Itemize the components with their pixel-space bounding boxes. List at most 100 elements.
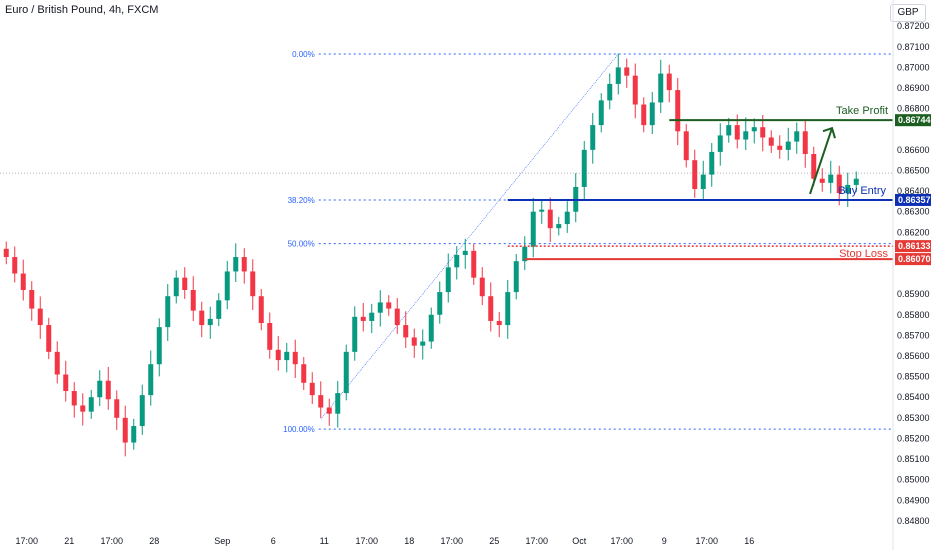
candle-body bbox=[63, 374, 69, 392]
price-tick-label: 0.86800 bbox=[897, 104, 930, 114]
time-tick-label: 17:00 bbox=[100, 536, 123, 546]
price-tick-label: 0.85900 bbox=[897, 289, 930, 299]
candle-body bbox=[547, 209, 553, 229]
time-tick-label: 11 bbox=[320, 536, 329, 546]
candle-body bbox=[80, 405, 86, 412]
candle-body bbox=[513, 261, 519, 293]
candle-body bbox=[845, 184, 851, 194]
time-tick-label: Sep bbox=[214, 536, 230, 546]
fib-level-label: 100.00% bbox=[283, 425, 315, 434]
candle-body bbox=[666, 73, 672, 91]
candle-body bbox=[709, 151, 715, 175]
stop-loss-lower-tag bbox=[895, 253, 931, 266]
candle-body bbox=[54, 351, 60, 375]
candle-body bbox=[403, 325, 409, 338]
candle-body bbox=[437, 292, 443, 315]
time-tick-label: 17:00 bbox=[695, 536, 718, 546]
price-tick-label: 0.85000 bbox=[897, 475, 930, 485]
candle-body bbox=[29, 290, 35, 309]
candle-body bbox=[37, 308, 43, 326]
candle-body bbox=[675, 90, 681, 132]
candle-body bbox=[802, 131, 808, 154]
time-tick-label: 17:00 bbox=[525, 536, 548, 546]
fibonacci-retracement: 0.00% 38.20% 50.00% 100.00% bbox=[283, 50, 893, 434]
candle-body bbox=[734, 125, 740, 140]
time-tick-label: 17:00 bbox=[355, 536, 378, 546]
candle-body bbox=[760, 127, 766, 138]
candle-body bbox=[275, 349, 281, 361]
candle-body bbox=[496, 320, 502, 326]
candle-body bbox=[479, 277, 485, 297]
candle-body bbox=[301, 364, 307, 383]
candle-body bbox=[267, 323, 273, 350]
candle-body bbox=[522, 246, 528, 262]
candle-body bbox=[768, 137, 774, 146]
price-tick-label: 0.86500 bbox=[897, 165, 930, 175]
candle-body bbox=[139, 395, 145, 427]
price-tick-label: 0.86200 bbox=[897, 227, 930, 237]
candle-body bbox=[598, 100, 604, 126]
candle-body bbox=[411, 337, 417, 346]
time-tick-label: 28 bbox=[149, 536, 159, 546]
candle-body bbox=[828, 174, 834, 183]
candle-body bbox=[445, 267, 451, 293]
candle-body bbox=[343, 351, 349, 394]
candle-body bbox=[207, 318, 213, 326]
chart-title: Euro / British Pound, 4h, FXCM bbox=[5, 4, 159, 16]
candle-body bbox=[530, 211, 536, 247]
fib-level-label: 50.00% bbox=[288, 240, 315, 249]
price-tick-label: 0.87100 bbox=[897, 42, 930, 52]
time-tick-label: 25 bbox=[489, 536, 499, 546]
candle-body bbox=[182, 277, 188, 291]
time-tick-label: 21 bbox=[64, 536, 74, 546]
candle-body bbox=[386, 302, 392, 309]
candle-body bbox=[794, 131, 800, 142]
candle-body bbox=[743, 131, 749, 140]
candle-body bbox=[258, 296, 264, 323]
fib-level-label: 38.20% bbox=[288, 196, 315, 205]
candles bbox=[3, 53, 859, 457]
candle-body bbox=[615, 67, 621, 84]
time-tick-label: 18 bbox=[404, 536, 414, 546]
candle-body bbox=[284, 351, 290, 361]
candle-body bbox=[114, 399, 120, 418]
price-tick-label: 0.85400 bbox=[897, 392, 930, 402]
candle-body bbox=[726, 125, 732, 136]
currency-badge[interactable]: GBP bbox=[890, 4, 926, 22]
candle-body bbox=[97, 380, 103, 398]
candle-body bbox=[352, 316, 358, 352]
candle-body bbox=[369, 312, 375, 321]
candle-body bbox=[811, 153, 817, 179]
candle-body bbox=[428, 314, 434, 342]
buy-entry-annotation: Buy Entry bbox=[838, 185, 886, 197]
price-tick-label: 0.87000 bbox=[897, 62, 930, 72]
stop-loss-annotation: Stop Loss bbox=[839, 248, 888, 260]
stop-loss-upper-tag-label: 0.86133 bbox=[898, 241, 931, 251]
fib-level-label: 0.00% bbox=[292, 50, 315, 59]
time-tick-label: 9 bbox=[662, 536, 667, 546]
candle-body bbox=[233, 257, 239, 272]
candle-body bbox=[326, 407, 332, 414]
price-tick-label: 0.85100 bbox=[897, 454, 930, 464]
arrow-head bbox=[822, 126, 836, 139]
candle-body bbox=[641, 104, 647, 126]
candle-body bbox=[131, 426, 137, 443]
candle-body bbox=[717, 135, 723, 152]
candle-body bbox=[309, 382, 315, 396]
candle-body bbox=[462, 250, 468, 255]
price-tick-label: 0.84800 bbox=[897, 516, 930, 526]
time-tick-label: Oct bbox=[572, 536, 587, 546]
candle-body bbox=[88, 397, 94, 412]
price-tick-label: 0.87200 bbox=[897, 21, 930, 31]
candle-body bbox=[454, 254, 460, 268]
candle-body bbox=[71, 391, 77, 406]
price-tick-label: 0.86400 bbox=[897, 186, 930, 196]
take-profit-tag-label: 0.86744 bbox=[898, 115, 931, 125]
candle-body bbox=[632, 75, 638, 105]
candle-body bbox=[241, 257, 247, 272]
candle-body bbox=[156, 327, 162, 365]
price-tick-label: 0.86300 bbox=[897, 207, 930, 217]
candle-body bbox=[581, 149, 587, 187]
candle-body bbox=[649, 102, 655, 126]
